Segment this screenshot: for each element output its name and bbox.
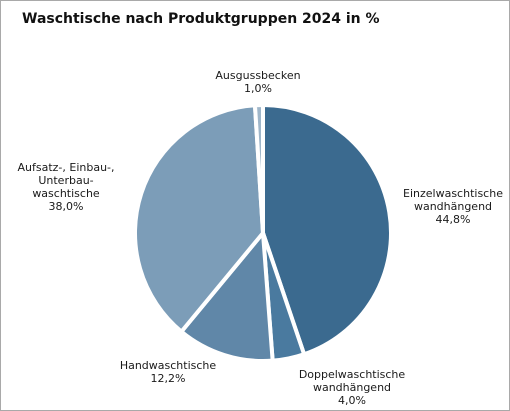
pie-slice-4	[252, 102, 265, 235]
slice-label-handwaschtische: Handwaschtische 12,2%	[119, 359, 217, 385]
pie-slice-3	[133, 103, 265, 334]
chart-title: Waschtische nach Produktgruppen 2024 in …	[22, 11, 380, 27]
pie-slice-2	[179, 231, 275, 364]
slice-label-ausgussbecken: Ausgussbecken 1,0%	[215, 69, 301, 95]
slice-label-aufsatz-einbau-unterbau: Aufsatz-, Einbau-, Unterbau- waschtische…	[17, 161, 115, 213]
slice-label-doppelwaschtische: Doppelwaschtische wandhängend 4,0%	[298, 368, 406, 407]
pie-slice-0	[261, 103, 393, 357]
slice-label-einzelwaschtische: Einzelwaschtische wandhängend 44,8%	[403, 187, 503, 226]
